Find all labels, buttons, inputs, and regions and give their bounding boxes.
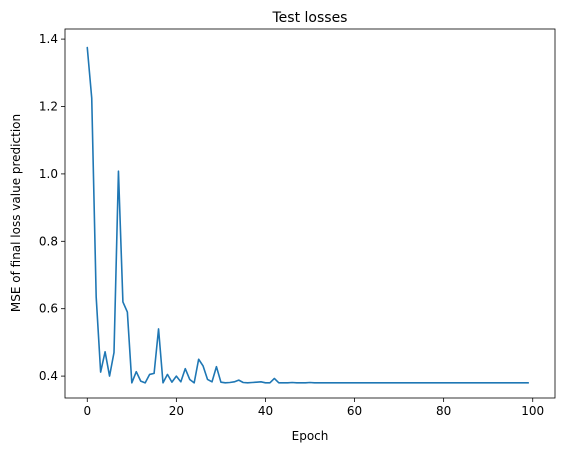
x-axis-label: Epoch — [292, 429, 329, 443]
y-axis-label: MSE of final loss value prediction — [9, 114, 23, 312]
chart-title: Test losses — [272, 10, 348, 26]
x-tick-label: 0 — [83, 404, 91, 418]
series-line — [86, 46, 530, 384]
y-tick-label: 0.6 — [39, 302, 58, 316]
y-tick-label: 1.0 — [39, 167, 58, 181]
y-tick-label: 1.2 — [39, 100, 58, 114]
x-tick-label: 80 — [436, 404, 451, 418]
x-tick-label: 20 — [169, 404, 184, 418]
plot-frame — [64, 28, 556, 399]
y-tick-label: 1.4 — [39, 32, 58, 46]
y-tick-label: 0.4 — [39, 369, 58, 383]
x-tick-label: 100 — [521, 404, 544, 418]
x-tick-label: 40 — [258, 404, 273, 418]
x-tick-label: 60 — [347, 404, 362, 418]
y-tick-label: 0.8 — [39, 234, 58, 248]
